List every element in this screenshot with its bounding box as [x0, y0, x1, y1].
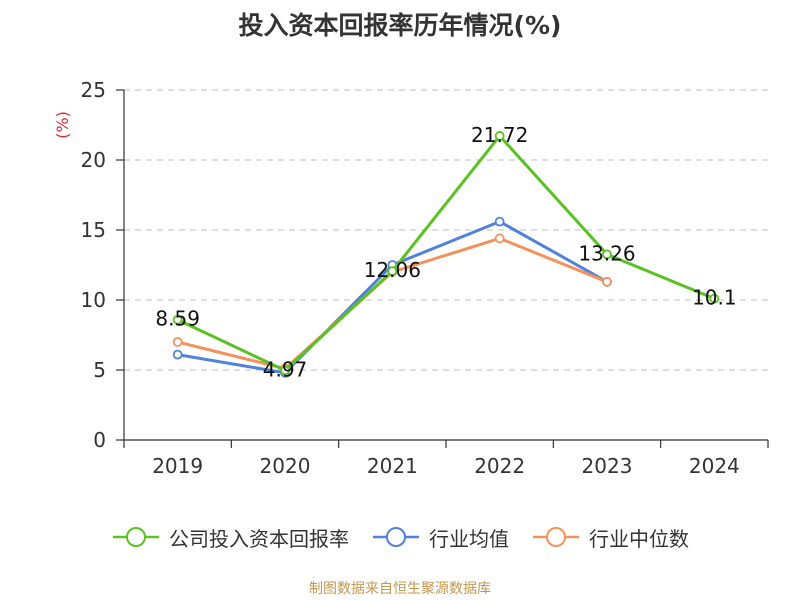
x-tick-label: 2023 [582, 454, 633, 478]
series-point-0 [387, 266, 398, 277]
series-point-1 [494, 216, 505, 227]
data-label: 12.06 [364, 258, 421, 282]
legend-marker-industry-mean [373, 527, 419, 547]
legend-marker-company [113, 527, 159, 547]
chart-title: 投入资本回报率历年情况(%) [238, 11, 562, 40]
y-tick-label: 15 [81, 218, 106, 242]
legend: 公司投入资本回报率 行业均值 行业中位数 [0, 520, 800, 554]
series-line-0 [177, 134, 715, 372]
legend-item-industry-median[interactable]: 行业中位数 [531, 523, 689, 552]
x-tick-label: 2019 [152, 454, 203, 478]
series-point-0 [280, 365, 290, 376]
data-label: 4.97 [263, 357, 308, 381]
legend-marker-industry-median [533, 527, 579, 547]
series-point-1 [172, 349, 183, 360]
x-tick-label: 2020 [260, 454, 311, 478]
series-point-2 [172, 337, 183, 347]
series-point-2 [494, 233, 505, 244]
series-point-0 [494, 131, 505, 141]
source-note: 制图数据来自恒生聚源数据库 [309, 581, 491, 597]
x-tick-label: 2024 [689, 454, 740, 478]
y-axis-label: (%) [53, 111, 72, 139]
data-label: 10.1 [692, 286, 737, 310]
y-tick-label: 10 [81, 288, 106, 312]
y-tick-label: 5 [93, 358, 106, 382]
legend-item-company[interactable]: 公司投入资本回报率 [111, 523, 349, 552]
legend-item-industry-mean[interactable]: 行业均值 [371, 523, 509, 552]
data-label: 8.59 [155, 307, 200, 331]
y-tick-label: 25 [81, 78, 106, 102]
series-point-0 [709, 293, 720, 304]
legend-label-company: 公司投入资本回报率 [169, 526, 349, 551]
series-point-0 [172, 314, 183, 325]
y-tick-label: 20 [81, 148, 106, 172]
x-tick-label: 2022 [474, 454, 525, 478]
data-label: 13.26 [578, 241, 635, 265]
series-point-0 [602, 249, 612, 260]
series-point-2 [602, 276, 612, 287]
data-label: 21.72 [471, 123, 528, 147]
x-tick-label: 2021 [367, 454, 418, 478]
legend-label-industry-mean: 行业均值 [429, 526, 509, 551]
y-tick-label: 0 [93, 428, 106, 452]
legend-label-industry-median: 行业中位数 [589, 526, 689, 551]
